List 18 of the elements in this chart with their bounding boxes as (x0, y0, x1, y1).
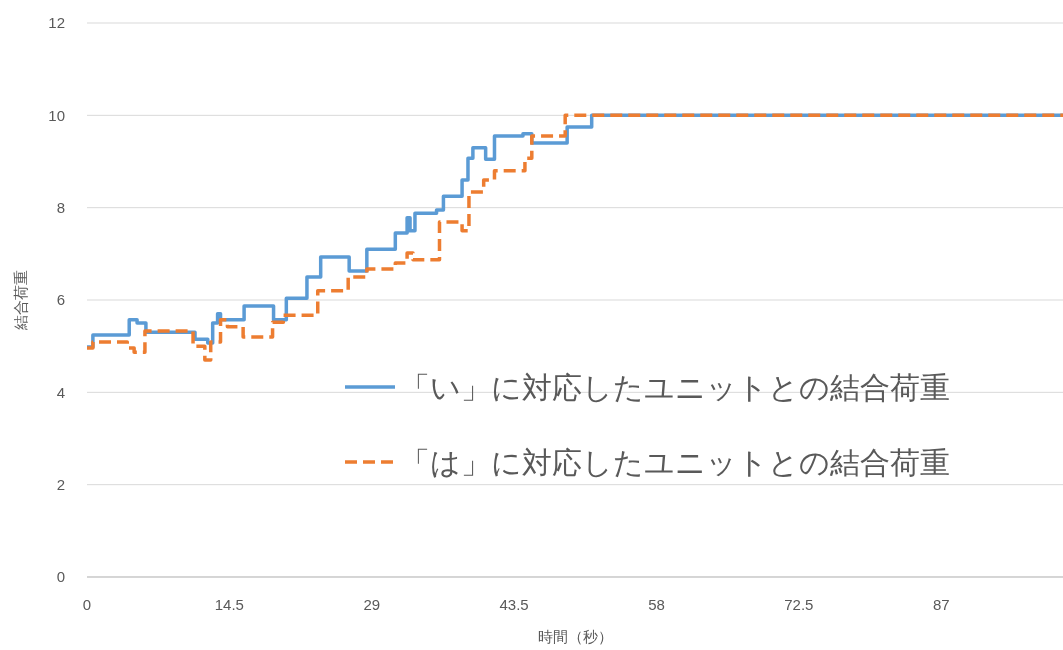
x-tick-label: 29 (363, 596, 381, 613)
y-tick-label: 10 (48, 106, 65, 124)
y-axis-title: 結合荷重 (12, 270, 29, 331)
x-axis-title: 時間（秒） (537, 628, 613, 645)
x-tick-label: 43.5 (499, 596, 529, 613)
x-tick-label: 0 (82, 596, 92, 613)
y-tick-label: 12 (48, 14, 65, 32)
y-tick-label: 4 (56, 383, 65, 401)
legend-label: 「は」に対応したユニットとの結合荷重 (400, 445, 950, 479)
y-tick-label: 0 (56, 568, 65, 586)
legend-label: 「い」に対応したユニットとの結合荷重 (400, 370, 950, 404)
x-tick-label: 87 (932, 596, 950, 613)
y-tick-label: 6 (56, 291, 65, 309)
y-tick-label: 8 (56, 198, 65, 216)
y-tick-label: 2 (56, 475, 65, 493)
x-tick-label: 58 (648, 596, 665, 613)
x-tick-label: 14.5 (214, 596, 244, 613)
x-tick-label: 72.5 (784, 596, 814, 613)
